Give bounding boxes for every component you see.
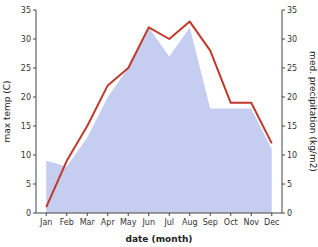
y-tick — [33, 39, 36, 40]
x-tick — [66, 213, 67, 216]
x-tick-label: Apr — [101, 218, 116, 227]
y-tick-label: 5 — [26, 180, 31, 189]
x-tick-label: Oct — [224, 218, 238, 227]
x-tick-label: Jul — [163, 218, 174, 227]
x-tick — [46, 213, 47, 216]
y-tick-label: 20 — [21, 93, 31, 102]
x-tick — [107, 213, 108, 216]
y2-tick — [282, 10, 285, 11]
y2-tick-label: 35 — [287, 6, 297, 15]
y2-tick — [282, 97, 285, 98]
y-axis-line — [36, 10, 37, 213]
y-tick-label: 35 — [21, 6, 31, 15]
y-tick-label: 15 — [21, 122, 31, 131]
y2-tick-label: 5 — [287, 180, 292, 189]
y2-axis-line — [282, 10, 283, 213]
y-tick-label: 10 — [21, 151, 31, 160]
x-tick — [128, 213, 129, 216]
x-tick — [189, 213, 190, 216]
y2-tick-label: 15 — [287, 122, 297, 131]
y-tick-label: 0 — [26, 209, 31, 218]
y-tick — [33, 184, 36, 185]
y2-tick — [282, 68, 285, 69]
x-tick-label: Jan — [39, 218, 52, 227]
x-tick-label: Aug — [182, 218, 198, 227]
y-tick — [33, 155, 36, 156]
y2-tick-label: 0 — [287, 209, 292, 218]
chart: Jan Feb Mar Apr May Jun Jul Aug Sep Oct Nov Dec 0 5 10… — [0, 0, 318, 247]
x-tick-label: Mar — [80, 218, 96, 227]
plot-area — [46, 22, 272, 213]
y2-tick — [282, 126, 285, 127]
x-tick — [87, 213, 88, 216]
x-tick-label: Dec — [264, 218, 279, 227]
y2-tick — [282, 155, 285, 156]
y2-tick-label: 10 — [287, 151, 297, 160]
y2-tick-label: 30 — [287, 35, 297, 44]
y-tick — [33, 10, 36, 11]
x-tick — [251, 213, 252, 216]
x-tick — [169, 213, 170, 216]
x-tick — [210, 213, 211, 216]
y-axis-label: max temp (C) — [2, 80, 12, 142]
x-tick — [148, 213, 149, 216]
y2-tick-label: 25 — [287, 64, 297, 73]
y-tick-label: 25 — [21, 64, 31, 73]
x-tick — [271, 213, 272, 216]
x-tick-label: Feb — [60, 218, 74, 227]
y-tick-label: 30 — [21, 35, 31, 44]
y-tick — [33, 97, 36, 98]
y-tick — [33, 126, 36, 127]
x-tick-label: Nov — [243, 218, 259, 227]
temperature-line — [46, 22, 272, 208]
y2-tick-label: 20 — [287, 93, 297, 102]
x-axis-line — [36, 213, 282, 214]
y2-tick — [282, 213, 285, 214]
precipitation-area — [46, 27, 272, 213]
x-axis-label: date (month) — [126, 234, 193, 244]
x-tick-label: Jun — [142, 218, 156, 227]
x-tick-label: Sep — [203, 218, 218, 227]
y2-tick — [282, 184, 285, 185]
y-tick — [33, 68, 36, 69]
y-tick — [33, 213, 36, 214]
y2-tick — [282, 39, 285, 40]
x-tick-label: May — [120, 218, 137, 227]
x-tick — [230, 213, 231, 216]
y2-axis-label: med. precipitation (kg/m2) — [308, 51, 318, 172]
